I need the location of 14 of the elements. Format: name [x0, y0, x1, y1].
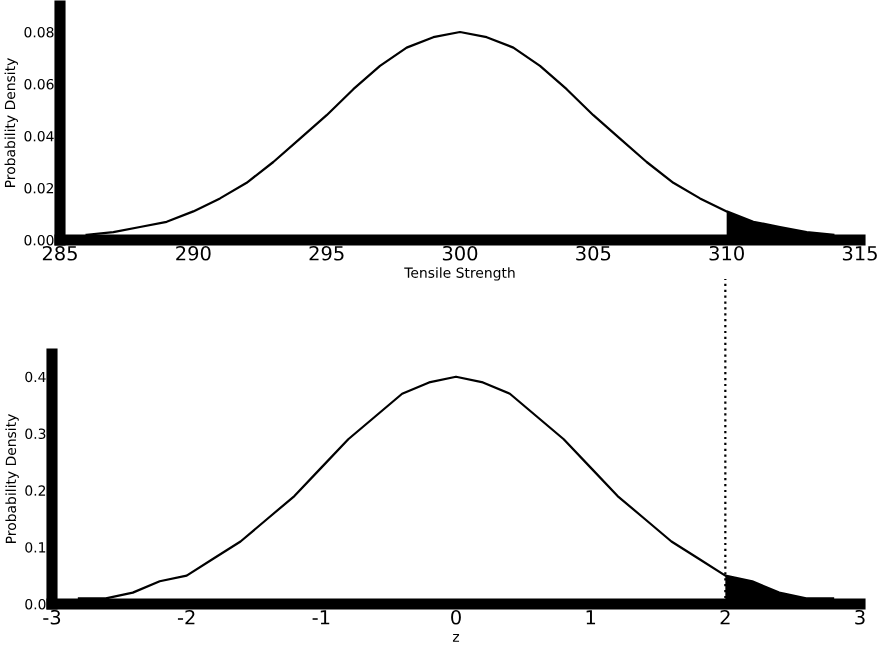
x-tick-label: 300 [442, 245, 478, 261]
x-tick-label: 310 [709, 245, 744, 261]
x-tick-label: 2 [720, 609, 730, 625]
x-tick-label: -1 [312, 610, 330, 625]
x-tick-label: 0 [451, 609, 461, 625]
x-tick-label: 285 [42, 245, 77, 261]
x-tick-label: -2 [177, 609, 195, 625]
x-tick-label: 1 [586, 610, 596, 625]
x-tick-label: 315 [842, 245, 877, 261]
x-tick-label: 3 [855, 609, 865, 625]
x-tick-label: -3 [43, 609, 61, 625]
x-tick-label: 295 [309, 245, 344, 261]
x-tick-label: 305 [576, 245, 611, 261]
x-tick-label: 290 [176, 245, 211, 261]
